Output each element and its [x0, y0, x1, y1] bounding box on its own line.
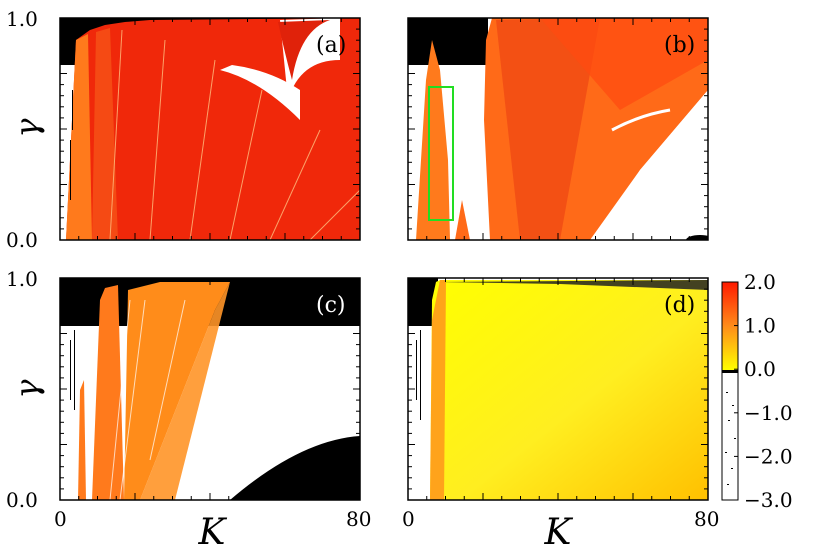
panel-b: (b): [407, 17, 709, 241]
panel-c-heatmap: [60, 278, 360, 500]
minor-ticks: [60, 18, 708, 500]
panel-a-heatmap: [60, 18, 360, 240]
panel-d-heatmap: [408, 278, 708, 500]
x-tick-left-d: 0: [402, 507, 415, 531]
colorbar-speckle: [725, 392, 736, 485]
y-axis-label-a: γ: [8, 118, 46, 138]
x-axis-label-d: K: [544, 512, 574, 548]
panel-d-label: (d): [664, 293, 695, 318]
colorbar-tick-label: −1.0: [744, 401, 793, 425]
colorbar-tick-label: −3.0: [744, 488, 793, 512]
y-tick-top-c: 1.0: [6, 267, 38, 291]
panel-c-label: (c): [316, 293, 346, 318]
y-axis-label-c: γ: [8, 379, 46, 399]
y-tick-top-a: 1.0: [6, 7, 38, 31]
panel-c: (c): [59, 277, 361, 501]
panel-b-heatmap: [408, 18, 708, 240]
x-tick-right-c: 80: [346, 507, 371, 531]
panel-b-label: (b): [664, 33, 695, 58]
colorbar-tick-label: 1.0: [744, 314, 776, 338]
colorbar: 2.0 1.0 0.0 −1.0 −2.0 −3.0: [721, 270, 793, 512]
x-axis-label-c: K: [198, 512, 228, 548]
panel-a-label: (a): [316, 33, 346, 58]
panel-d: (d): [407, 277, 709, 501]
colorbar-tick-label: 0.0: [744, 357, 776, 381]
y-tick-bottom-a: 0.0: [6, 228, 38, 252]
highlight-box: [428, 86, 454, 221]
colorbar-tick-label: 2.0: [744, 270, 776, 294]
y-tick-bottom-c: 0.0: [6, 488, 38, 512]
colorbar-tick-label: −2.0: [744, 444, 793, 468]
x-tick-right-d: 80: [694, 507, 719, 531]
panel-a: (a): [59, 17, 361, 241]
x-tick-left-c: 0: [54, 507, 67, 531]
